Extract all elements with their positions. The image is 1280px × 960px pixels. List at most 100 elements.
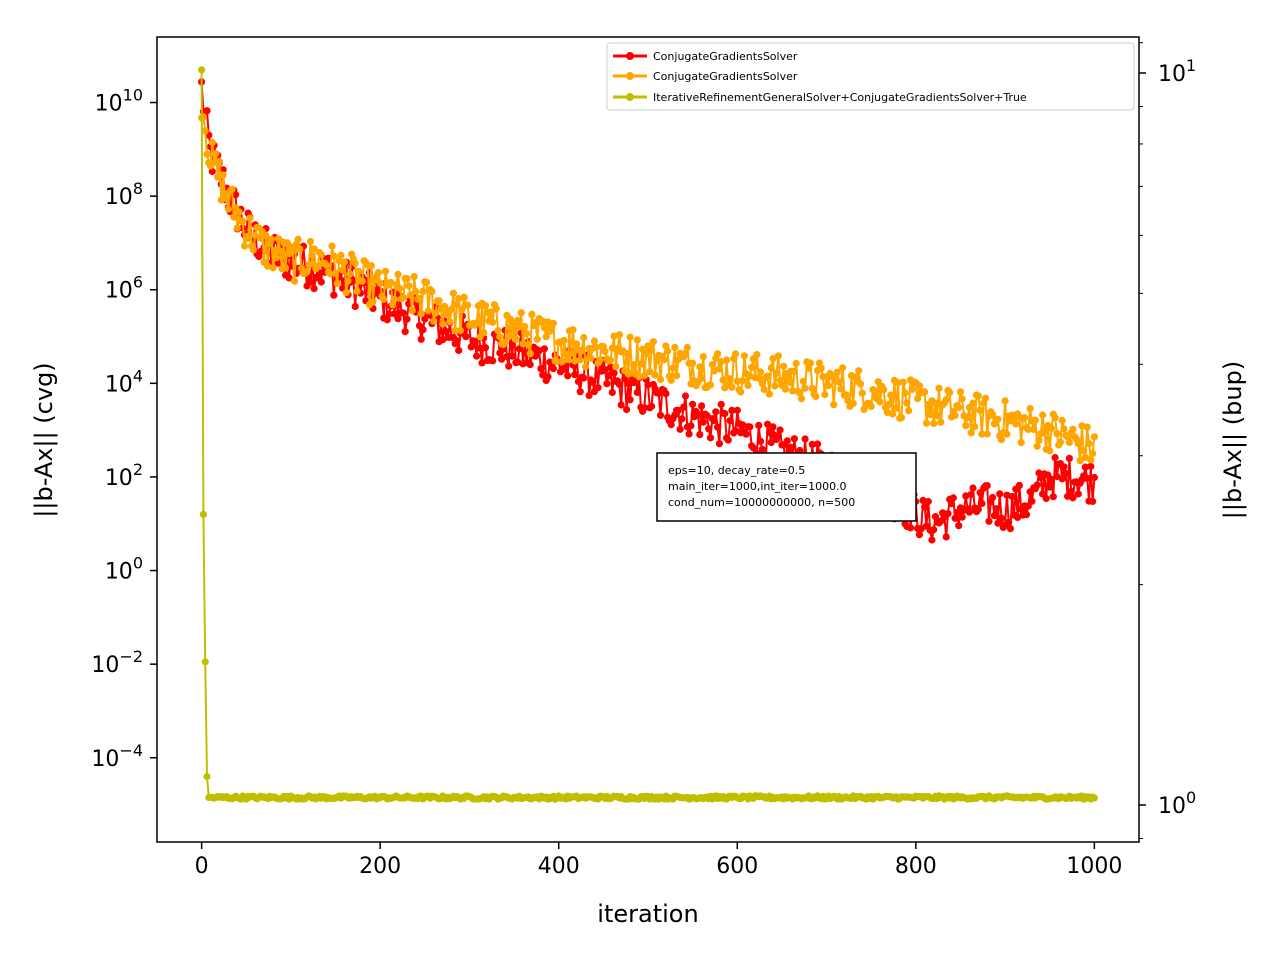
data-point [1051,454,1059,462]
data-point [198,66,206,74]
data-point [455,346,463,354]
data-point [323,261,331,269]
data-point [756,368,765,376]
data-point [1081,453,1089,461]
y-left-tick-label: 100 [105,554,143,585]
data-point [1042,494,1050,503]
data-point [381,267,390,275]
data-point [201,658,209,666]
annotation-frame [656,452,917,522]
data-point [773,369,781,377]
data-point [694,411,702,419]
data-point [444,310,452,319]
data-point [951,411,959,419]
data-point [351,302,359,311]
data-point [797,395,806,403]
data-point [728,406,736,414]
data-point [230,213,238,221]
data-point [764,420,772,428]
data-point [219,171,227,179]
data-point [642,350,650,358]
data-point [737,388,745,396]
data-point [808,384,816,392]
data-point [508,352,516,360]
left-y-axis-label: ||b-Ax|| (cvg) [30,362,58,517]
data-point [746,423,754,431]
data-point [262,231,270,239]
data-point [1051,414,1059,422]
data-point [969,399,977,407]
data-point [1049,493,1057,501]
data-point [423,278,431,286]
data-point [1060,425,1068,433]
y-left-tick-label: 10−2 [91,647,143,678]
data-point [578,346,586,354]
data-point [821,390,829,399]
data-point [560,365,568,373]
data-point [837,385,845,393]
data-point [1056,438,1064,446]
data-point [787,443,795,451]
data-point [455,295,463,303]
data-point [240,242,249,250]
data-point [537,365,545,373]
data-point [997,514,1006,522]
data-point [855,367,863,375]
data-point [662,390,670,398]
data-point [401,328,409,336]
data-point [640,404,649,412]
data-point [569,326,577,334]
data-point [208,138,216,146]
data-point [1031,416,1039,424]
data-point [801,435,809,443]
data-point [683,343,691,352]
data-point [290,277,299,285]
y-right-tick-label: 101 [1158,56,1196,87]
data-point [296,245,304,253]
data-point [285,274,293,282]
data-point [571,371,579,379]
data-point [648,346,656,354]
data-point [905,407,913,415]
data-point [705,425,713,433]
data-point [889,410,897,418]
data-point [944,509,952,518]
data-point [215,157,224,166]
data-point [1087,462,1095,470]
data-point [776,426,784,434]
data-point [1085,440,1093,448]
data-point [580,333,588,342]
data-point [223,195,231,203]
data-point [394,315,402,323]
data-point [758,445,766,453]
data-point [553,358,561,366]
data-point [481,344,490,352]
data-point [989,411,997,419]
data-point [801,384,809,392]
data-point [1033,481,1041,489]
data-point [489,357,497,365]
data-point [1069,425,1077,433]
data-point [664,347,672,355]
data-point [931,513,940,521]
data-point [630,378,638,387]
data-point [560,336,568,344]
data-point [276,247,284,255]
data-point [417,335,425,343]
data-point [328,242,336,250]
data-point [767,438,775,447]
data-point [1074,490,1082,498]
data-point [1046,483,1054,491]
data-point [596,356,604,364]
data-point [394,270,402,278]
data-point [453,300,461,309]
data-point [1065,438,1073,446]
data-point [967,490,975,498]
data-point [1058,475,1066,483]
x-tick-label: 1000 [1066,854,1122,879]
data-point [267,235,275,243]
data-point [744,381,752,389]
data-point [512,335,520,343]
data-point [742,430,750,438]
data-point [405,282,413,290]
